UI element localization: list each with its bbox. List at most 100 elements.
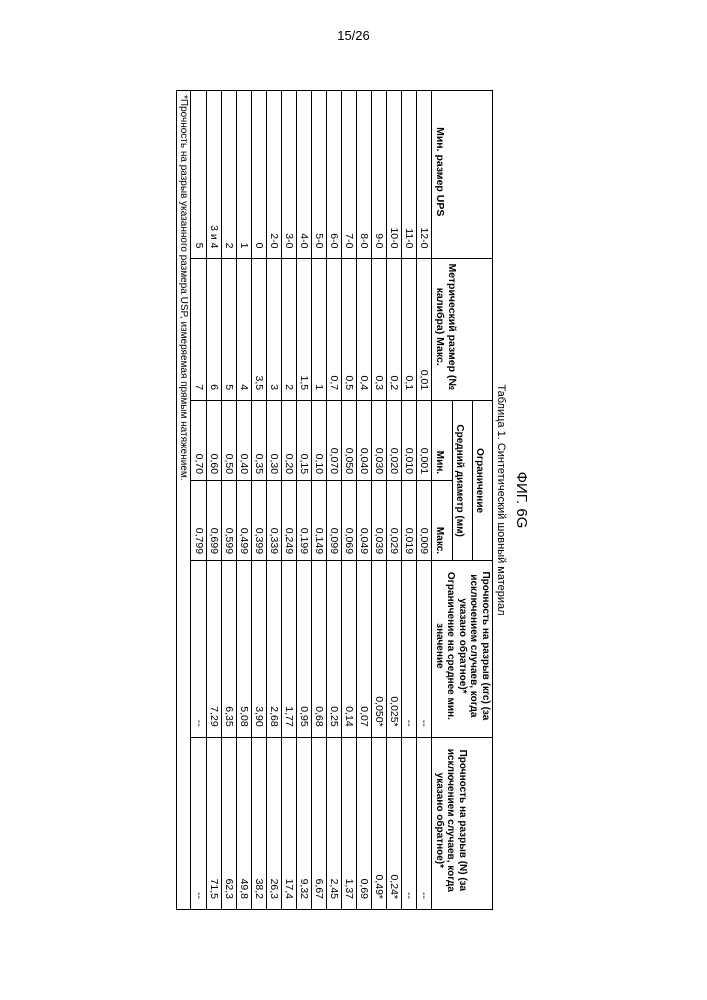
figure-label: ФИГ. 6G	[513, 90, 530, 910]
cell-max: 0,399	[251, 481, 266, 561]
cell-n: 38,2	[251, 737, 266, 909]
table-row: 140,400,4995,0849,8	[236, 91, 251, 910]
suture-table: Мин. размер UPS Метрический размер (№ ка…	[176, 90, 493, 910]
table-row: 9-00,30,0300,0390,050*0,49*	[372, 91, 387, 910]
cell-max: 0,599	[221, 481, 236, 561]
table-row: 7-00,50,0500,0690,141,37	[342, 91, 357, 910]
cell-max: 0,099	[327, 481, 342, 561]
cell-metric: 0,5	[342, 259, 357, 401]
cell-usp: 10-0	[387, 91, 402, 259]
cell-usp: 1	[236, 91, 251, 259]
table-row: 4-01,50,150,1990,959,32	[296, 91, 311, 910]
cell-kgf: 3,90	[251, 561, 266, 738]
cell-min: 0,60	[206, 401, 221, 481]
cell-usp: 2-0	[266, 91, 281, 259]
cell-usp: 11-0	[402, 91, 417, 259]
cell-usp: 0	[251, 91, 266, 259]
cell-n: 1,37	[342, 737, 357, 909]
cell-max: 0,699	[206, 481, 221, 561]
cell-kgf: 1,77	[281, 561, 296, 738]
cell-max: 0,049	[357, 481, 372, 561]
cell-max: 0,499	[236, 481, 251, 561]
main-content: ФИГ. 6G Таблица 1. Синтетический шовный …	[176, 90, 530, 910]
header-n: Прочность на разрыв (N) (за исключением …	[432, 737, 493, 909]
cell-metric: 1,5	[296, 259, 311, 401]
header-metric: Метрический размер (№ калибра) Макс.	[432, 259, 493, 401]
cell-metric: 2	[281, 259, 296, 401]
cell-max: 0,019	[402, 481, 417, 561]
cell-n: 0,24*	[387, 737, 402, 909]
table-row: 570,700,799----	[191, 91, 206, 910]
cell-n: --	[402, 737, 417, 909]
cell-kgf: --	[402, 561, 417, 738]
header-row-1: Мин. размер UPS Метрический размер (№ ка…	[472, 91, 492, 910]
cell-kgf: 6,35	[221, 561, 236, 738]
cell-kgf: 0,68	[312, 561, 327, 738]
cell-n: 2,45	[327, 737, 342, 909]
cell-metric: 0,2	[387, 259, 402, 401]
table-row: 10-00,20,0200,0290,025*0,24*	[387, 91, 402, 910]
cell-n: 26,3	[266, 737, 281, 909]
table-row: 250,500,5996,3562,3	[221, 91, 236, 910]
cell-kgf: 5,08	[236, 561, 251, 738]
table-row: 11-00,10,0100,019----	[402, 91, 417, 910]
cell-kgf: 0,050*	[372, 561, 387, 738]
cell-usp: 6-0	[327, 91, 342, 259]
cell-min: 0,15	[296, 401, 311, 481]
cell-metric: 3,5	[251, 259, 266, 401]
cell-n: 71,5	[206, 737, 221, 909]
cell-kgf: 0,025*	[387, 561, 402, 738]
cell-metric: 0,4	[357, 259, 372, 401]
cell-min: 0,70	[191, 401, 206, 481]
cell-max: 0,149	[312, 481, 327, 561]
cell-max: 0,199	[296, 481, 311, 561]
footnote-row: *Прочность на разрыв указанного размера …	[177, 91, 192, 910]
cell-usp: 8-0	[357, 91, 372, 259]
cell-usp: 4-0	[296, 91, 311, 259]
header-min: Мин.	[432, 401, 452, 481]
cell-kgf: 0,25	[327, 561, 342, 738]
cell-max: 0,009	[417, 481, 432, 561]
cell-min: 0,030	[372, 401, 387, 481]
cell-min: 0,30	[266, 401, 281, 481]
header-max: Макс.	[432, 481, 452, 561]
cell-max: 0,029	[387, 481, 402, 561]
cell-n: --	[191, 737, 206, 909]
table-caption: Таблица 1. Синтетический шовный материал	[495, 90, 507, 910]
cell-min: 0,50	[221, 401, 236, 481]
cell-kgf: --	[417, 561, 432, 738]
cell-min: 0,20	[281, 401, 296, 481]
cell-metric: 4	[236, 259, 251, 401]
cell-n: 62,3	[221, 737, 236, 909]
cell-metric: 0,01	[417, 259, 432, 401]
cell-min: 0,070	[327, 401, 342, 481]
page-number: 15/26	[0, 28, 707, 43]
table-row: 3 и 460,600,6997,2971,5	[206, 91, 221, 910]
cell-kgf: 2,68	[266, 561, 281, 738]
cell-metric: 3	[266, 259, 281, 401]
table-row: 12-00,010,0010,009----	[417, 91, 432, 910]
cell-usp: 12-0	[417, 91, 432, 259]
cell-min: 0,020	[387, 401, 402, 481]
cell-metric: 7	[191, 259, 206, 401]
footnote: *Прочность на разрыв указанного размера …	[177, 91, 192, 910]
cell-metric: 5	[221, 259, 236, 401]
table-row: 2-030,300,3392,6826,3	[266, 91, 281, 910]
cell-usp: 5	[191, 91, 206, 259]
cell-max: 0,339	[266, 481, 281, 561]
cell-min: 0,35	[251, 401, 266, 481]
table-row: 8-00,40,0400,0490,070,69	[357, 91, 372, 910]
cell-usp: 3 и 4	[206, 91, 221, 259]
cell-n: 9,32	[296, 737, 311, 909]
cell-n: 49,8	[236, 737, 251, 909]
cell-metric: 0,3	[372, 259, 387, 401]
header-kgf: Прочность на разрыв (кгс) (за исключение…	[432, 561, 493, 738]
cell-usp: 9-0	[372, 91, 387, 259]
header-usp: Мин. размер UPS	[432, 91, 493, 259]
cell-max: 0,069	[342, 481, 357, 561]
table-row: 5-010,100,1490,686,67	[312, 91, 327, 910]
cell-min: 0,040	[357, 401, 372, 481]
cell-min: 0,40	[236, 401, 251, 481]
cell-n: 0,49*	[372, 737, 387, 909]
header-avg-diameter: Средний диаметр (мм)	[452, 401, 472, 561]
